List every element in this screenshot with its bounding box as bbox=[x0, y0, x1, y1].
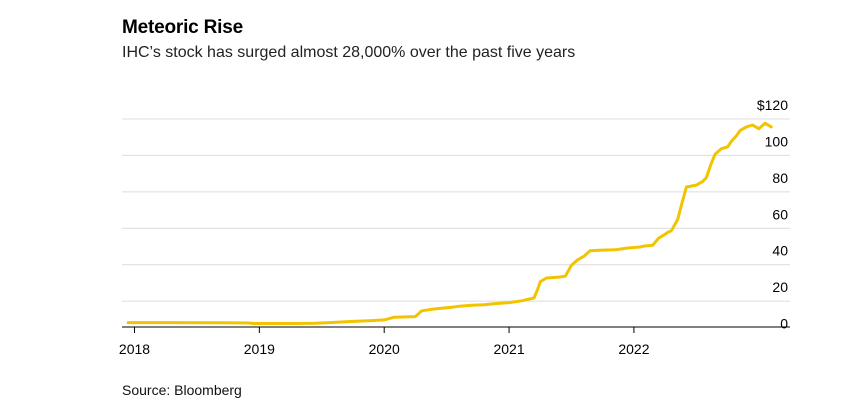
x-tick-label: 2022 bbox=[618, 341, 649, 357]
y-tick-label: 100 bbox=[765, 133, 789, 149]
source-note: Source: Bloomberg bbox=[122, 382, 242, 398]
series-line-ihc bbox=[126, 121, 773, 325]
y-axis-ticks: $120 100 80 60 40 20 0 bbox=[757, 97, 788, 332]
x-tick-label: 2019 bbox=[244, 341, 275, 357]
y-tick-label: $120 bbox=[757, 97, 788, 113]
y-tick-label: 80 bbox=[772, 170, 788, 186]
y-tick-label: 20 bbox=[772, 279, 788, 295]
y-tick-label: 0 bbox=[780, 316, 788, 332]
x-axis-ticks: 2018 2019 2020 2021 2022 bbox=[119, 327, 650, 357]
chart-subtitle: IHC’s stock has surged almost 28,000% ov… bbox=[122, 44, 576, 61]
y-tick-label: 40 bbox=[772, 243, 788, 259]
x-tick-label: 2021 bbox=[493, 341, 524, 357]
gridlines bbox=[122, 118, 790, 302]
y-tick-label: 60 bbox=[772, 206, 788, 222]
x-tick-label: 2020 bbox=[369, 341, 400, 357]
x-tick-label: 2018 bbox=[119, 341, 150, 357]
chart-title: Meteoric Rise bbox=[122, 17, 243, 38]
